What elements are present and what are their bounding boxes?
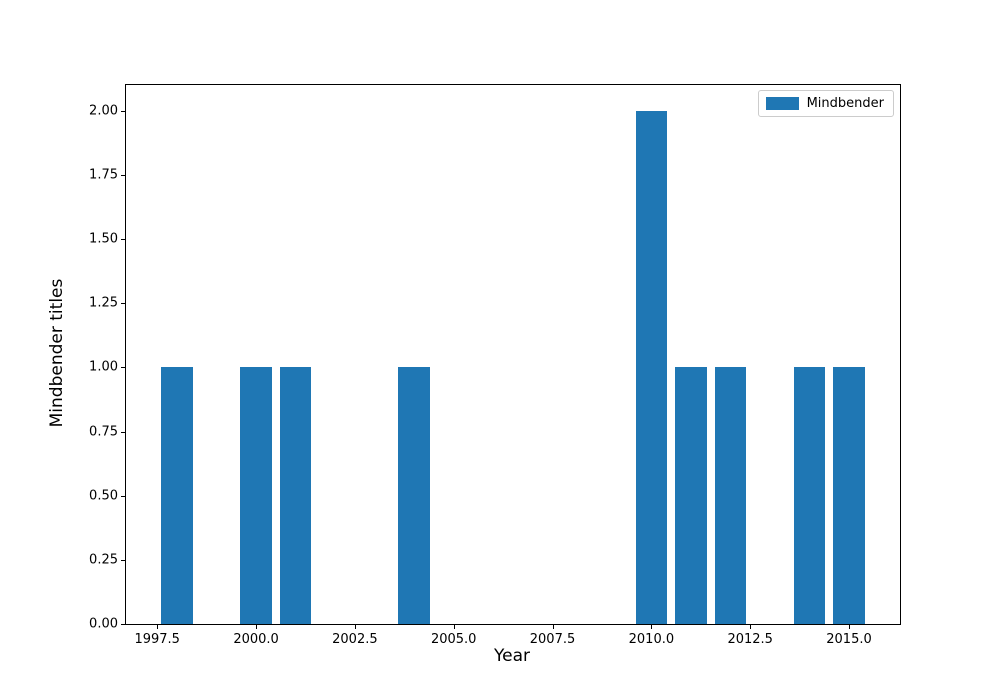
x-tick-label: 2000.0 (233, 632, 279, 647)
bar-2014 (793, 367, 826, 624)
x-tick-mark (354, 625, 356, 629)
y-tick-mark (121, 303, 125, 305)
y-tick-label: 0.25 (89, 552, 118, 568)
y-tick-mark (121, 431, 125, 433)
y-tick-label: 1.50 (89, 231, 118, 247)
y-tick-mark (121, 367, 125, 369)
x-axis-label: Year (494, 646, 530, 666)
legend-label: Mindbender (806, 96, 884, 111)
y-tick-label: 1.25 (89, 295, 118, 311)
y-tick-mark (121, 495, 125, 497)
x-tick-label: 2007.5 (529, 632, 576, 647)
x-tick-label: 2002.5 (332, 632, 378, 647)
x-tick-mark (651, 625, 653, 629)
x-tick-mark (849, 625, 850, 629)
x-tick-label: 2015.0 (826, 632, 872, 647)
legend-swatch-mindbender (765, 97, 799, 110)
bar-2011 (675, 367, 707, 624)
bar-2010 (635, 110, 668, 624)
y-tick-label: 0.75 (89, 424, 118, 439)
x-tick-mark (157, 625, 159, 629)
y-tick-mark (121, 559, 125, 561)
y-tick-label: 1.75 (89, 167, 118, 183)
x-tick-label: 2005.0 (430, 632, 477, 647)
y-tick-mark (121, 624, 125, 625)
bar-2000 (240, 367, 272, 624)
x-tick-label: 2010.0 (628, 632, 675, 647)
bar-2015 (833, 367, 865, 624)
y-tick-label: 0.50 (89, 488, 118, 504)
bar-1998 (161, 367, 193, 624)
legend: Mindbender (757, 90, 894, 117)
plot-area: Mindbender 1997.5 2000.0 2002.5 2005.0 2007.… (89, 84, 901, 647)
x-tick-label: 2012.5 (727, 632, 773, 647)
bar-2004 (398, 367, 430, 624)
x-tick-mark (552, 625, 554, 629)
y-tick-mark (121, 174, 125, 176)
x-tick-label: 1997.5 (134, 632, 180, 647)
x-tick-mark (453, 625, 455, 629)
y-tick-mark (121, 239, 125, 240)
y-tick-label: 1.00 (89, 359, 118, 375)
y-axis-label: Mindbender titles (47, 278, 67, 428)
bar-2012 (714, 367, 747, 624)
y-tick-label: 0.00 (89, 616, 118, 632)
x-tick-mark (750, 625, 752, 629)
y-tick-label: 2.00 (89, 103, 118, 119)
y-tick-mark (121, 110, 125, 112)
x-tick-mark (256, 625, 258, 629)
bar-2001 (279, 367, 312, 624)
